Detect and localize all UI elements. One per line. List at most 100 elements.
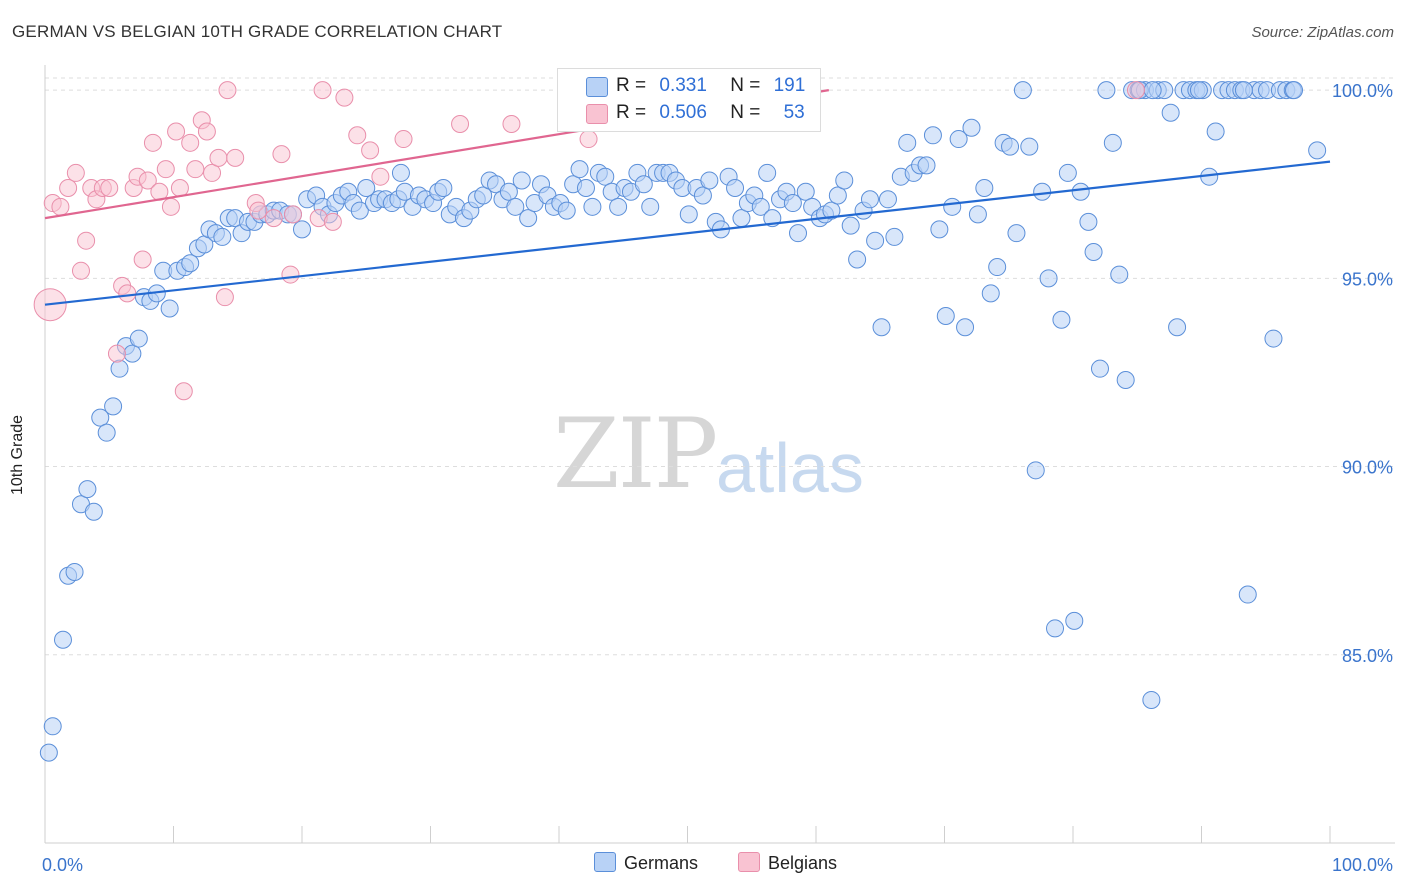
german-point <box>1007 224 1026 243</box>
german-point <box>576 178 595 197</box>
german-point <box>679 205 698 224</box>
y-tick-label: 95.0% <box>1342 269 1393 289</box>
tick-labels: 100.0% 95.0% 90.0% 85.0% 0.0% 100.0% <box>42 81 1393 875</box>
german-point <box>796 182 815 201</box>
belgian-point <box>579 130 598 149</box>
german-swatch <box>586 77 608 97</box>
german-point <box>97 423 116 442</box>
german-point <box>872 318 891 337</box>
german-point <box>350 201 369 220</box>
german-point <box>634 175 653 194</box>
belgian-point <box>215 288 234 307</box>
german-point <box>1052 310 1071 329</box>
axes <box>44 65 1395 844</box>
belgian-point <box>284 205 303 224</box>
german-point <box>1058 163 1077 182</box>
german-point <box>293 220 311 239</box>
belgian-r-value: 0.506 <box>659 102 707 123</box>
belgian-point <box>226 148 245 167</box>
chart-title: GERMAN VS BELGIAN 10TH GRADE CORRELATION… <box>12 22 503 41</box>
german-point <box>693 186 712 205</box>
german-point <box>160 299 179 318</box>
german-point <box>39 743 58 762</box>
german-point <box>78 480 97 499</box>
belgian-point <box>181 133 200 152</box>
german-points <box>39 81 1327 762</box>
german-point <box>732 209 751 228</box>
german-point <box>1020 137 1039 156</box>
german-point <box>84 502 103 521</box>
belgian-point <box>138 171 157 190</box>
belgian-point <box>197 122 216 141</box>
german-point <box>512 171 531 190</box>
german-point <box>975 178 994 197</box>
belgian-point <box>313 81 332 100</box>
german-point <box>129 329 148 348</box>
belgian-n-label: N = <box>730 102 761 123</box>
legend-germans: Germans <box>594 852 698 874</box>
german-point <box>1206 122 1225 141</box>
german-point <box>956 318 975 337</box>
german-point <box>930 220 949 239</box>
belgian-point <box>107 344 126 363</box>
german-point <box>181 254 200 273</box>
german-point <box>123 344 142 363</box>
german-point <box>1189 81 1208 100</box>
german-point <box>1097 81 1116 100</box>
german-point <box>110 359 129 378</box>
belgian-point <box>77 231 96 250</box>
legend-belgians-label: Belgians <box>768 853 838 873</box>
belgian-point <box>502 114 521 133</box>
german-point <box>789 224 808 243</box>
german-point <box>1013 81 1032 100</box>
german-point <box>43 717 62 736</box>
german-r-label: R = <box>616 75 647 96</box>
german-point <box>1285 81 1304 100</box>
belgian-point <box>186 160 205 179</box>
german-point <box>499 182 518 201</box>
belgian-r-label: R = <box>616 102 647 123</box>
belgian-swatch <box>586 104 608 124</box>
belgian-point <box>348 126 367 145</box>
belgian-point <box>133 250 152 269</box>
german-point <box>1033 182 1052 201</box>
german-point <box>898 133 917 152</box>
german-point <box>65 562 84 581</box>
belgian-point <box>394 130 413 149</box>
german-point <box>1264 329 1283 348</box>
german-point <box>1168 318 1187 337</box>
belgian-point <box>249 201 268 220</box>
german-point <box>609 197 628 216</box>
belgian-point <box>100 178 119 197</box>
watermark-atlas: atlas <box>716 429 864 507</box>
german-point <box>835 171 854 190</box>
german-point <box>1084 242 1103 261</box>
belgian-point <box>335 88 354 107</box>
german-point <box>1001 137 1020 156</box>
belgian-points <box>33 81 1145 401</box>
belgian-point <box>281 265 300 284</box>
german-point <box>519 209 538 228</box>
belgian-point <box>161 197 180 216</box>
belgian-point <box>264 209 283 228</box>
german-point <box>700 171 719 190</box>
german-point <box>570 160 589 179</box>
german-stats: R = 0.331 N = 191 <box>616 75 805 101</box>
watermark-zip: ZIP <box>553 398 718 510</box>
german-point <box>557 201 576 220</box>
belgian-point <box>66 163 85 182</box>
german-point <box>1065 611 1084 630</box>
german-point <box>943 197 962 216</box>
german-point <box>726 178 745 197</box>
german-point <box>1090 359 1109 378</box>
german-point <box>962 118 981 137</box>
german-point <box>751 197 770 216</box>
german-point <box>923 126 942 145</box>
german-trend-line <box>44 160 1331 306</box>
german-point <box>1026 461 1045 480</box>
german-point <box>104 397 123 416</box>
belgian-point <box>156 160 175 179</box>
german-r-value: 0.331 <box>659 75 707 96</box>
legend-germans-swatch <box>594 852 616 872</box>
german-point <box>1071 182 1090 201</box>
